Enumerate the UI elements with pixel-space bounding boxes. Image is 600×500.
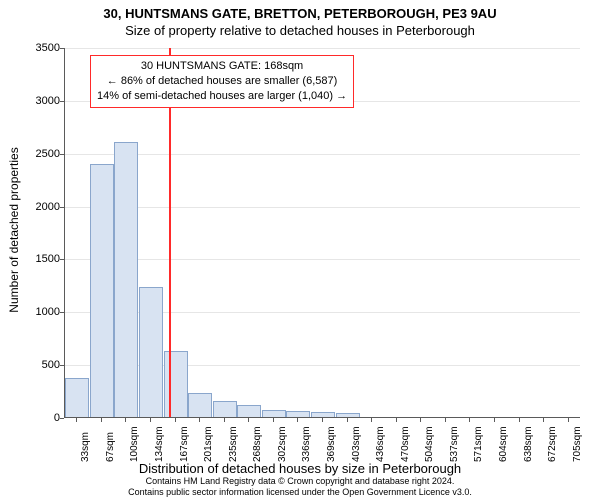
page-subtitle: Size of property relative to detached ho… xyxy=(0,23,600,38)
gridline xyxy=(65,207,580,208)
x-tick-label: 436sqm xyxy=(375,426,386,462)
x-tick xyxy=(469,418,470,422)
y-tick xyxy=(60,312,64,313)
x-tick-label: 100sqm xyxy=(129,426,140,462)
x-tick-label: 537sqm xyxy=(449,426,460,462)
histogram-bar xyxy=(90,164,114,417)
x-tick-label: 235sqm xyxy=(228,426,239,462)
x-tick xyxy=(224,418,225,422)
annotation-line-1: 30 HUNTSMANS GATE: 168sqm xyxy=(97,59,347,74)
x-tick-label: 571sqm xyxy=(473,426,484,462)
y-tick xyxy=(60,154,64,155)
x-tick xyxy=(420,418,421,422)
y-tick xyxy=(60,101,64,102)
histogram-bar xyxy=(114,142,138,417)
x-tick xyxy=(150,418,151,422)
x-tick-label: 504sqm xyxy=(424,426,435,462)
x-tick-label: 67sqm xyxy=(105,432,116,462)
x-tick xyxy=(273,418,274,422)
x-tick-label: 705sqm xyxy=(572,426,583,462)
x-tick xyxy=(371,418,372,422)
x-tick-label: 604sqm xyxy=(498,426,509,462)
histogram-bar xyxy=(213,401,237,417)
x-tick xyxy=(297,418,298,422)
y-axis-label: Number of detached properties xyxy=(7,147,21,312)
x-tick xyxy=(76,418,77,422)
x-tick xyxy=(494,418,495,422)
footer-attribution: Contains HM Land Registry data © Crown c… xyxy=(0,476,600,498)
histogram-bar xyxy=(311,412,335,417)
y-tick-label: 1000 xyxy=(20,306,60,318)
x-tick-label: 403sqm xyxy=(351,426,362,462)
histogram-bar xyxy=(139,287,163,417)
x-tick xyxy=(125,418,126,422)
x-tick-label: 167sqm xyxy=(179,426,190,462)
x-tick-label: 336sqm xyxy=(301,426,312,462)
y-tick xyxy=(60,365,64,366)
chart-annotation-box: 30 HUNTSMANS GATE: 168sqm ← 86% of detac… xyxy=(90,55,354,108)
y-tick xyxy=(60,48,64,49)
x-tick xyxy=(101,418,102,422)
y-tick-label: 3000 xyxy=(20,95,60,107)
histogram-bar xyxy=(188,393,212,417)
y-tick-label: 2000 xyxy=(20,201,60,213)
x-tick xyxy=(175,418,176,422)
footer-line-2: Contains public sector information licen… xyxy=(0,487,600,498)
y-tick-label: 3500 xyxy=(20,42,60,54)
histogram-bar xyxy=(336,413,360,417)
histogram-bar xyxy=(286,411,310,417)
x-tick-label: 201sqm xyxy=(203,426,214,462)
x-tick xyxy=(543,418,544,422)
y-tick-label: 500 xyxy=(20,359,60,371)
x-tick xyxy=(568,418,569,422)
x-tick xyxy=(347,418,348,422)
annotation-line-2: ← 86% of detached houses are smaller (6,… xyxy=(97,74,347,89)
y-tick-label: 1500 xyxy=(20,253,60,265)
y-tick xyxy=(60,259,64,260)
x-tick xyxy=(519,418,520,422)
x-tick-label: 302sqm xyxy=(277,426,288,462)
x-tick xyxy=(396,418,397,422)
x-tick-label: 268sqm xyxy=(252,426,263,462)
gridline xyxy=(65,259,580,260)
histogram-bar xyxy=(65,378,89,417)
annotation-line-3: 14% of semi-detached houses are larger (… xyxy=(97,89,347,104)
x-tick-label: 638sqm xyxy=(523,426,534,462)
gridline xyxy=(65,154,580,155)
y-tick xyxy=(60,207,64,208)
x-tick-label: 33sqm xyxy=(80,432,91,462)
histogram-bar xyxy=(237,405,261,417)
gridline xyxy=(65,48,580,49)
x-tick xyxy=(248,418,249,422)
x-tick-label: 369sqm xyxy=(326,426,337,462)
x-tick xyxy=(199,418,200,422)
x-tick-label: 134sqm xyxy=(154,426,165,462)
histogram-bar xyxy=(164,351,188,417)
x-tick xyxy=(322,418,323,422)
footer-line-1: Contains HM Land Registry data © Crown c… xyxy=(0,476,600,487)
histogram-bar xyxy=(262,410,286,417)
page-title-address: 30, HUNTSMANS GATE, BRETTON, PETERBOROUG… xyxy=(0,6,600,21)
y-tick-label: 0 xyxy=(20,412,60,424)
x-tick xyxy=(445,418,446,422)
y-tick-label: 2500 xyxy=(20,148,60,160)
y-tick xyxy=(60,418,64,419)
x-tick-label: 470sqm xyxy=(400,426,411,462)
x-axis-label: Distribution of detached houses by size … xyxy=(0,461,600,476)
x-tick-label: 672sqm xyxy=(547,426,558,462)
